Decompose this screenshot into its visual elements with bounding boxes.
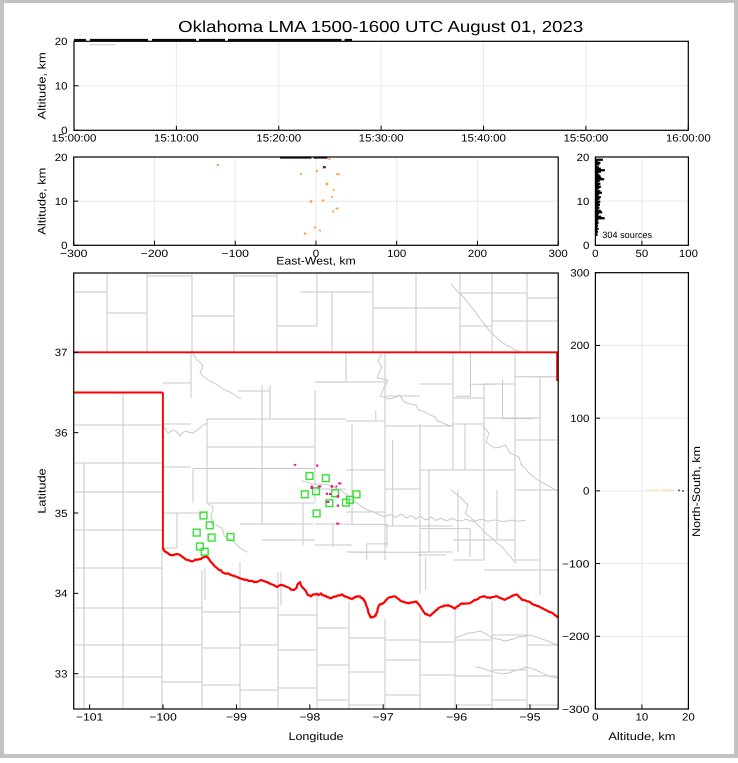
svg-text:20: 20 [577,152,590,164]
svg-text:100: 100 [679,248,698,260]
svg-text:20: 20 [55,152,68,164]
svg-text:0: 0 [592,248,599,260]
svg-text:−97: −97 [373,711,394,723]
svg-text:−300: −300 [60,248,88,260]
svg-text:0: 0 [583,486,590,498]
svg-text:Oklahoma LMA 1500-1600 UTC Aug: Oklahoma LMA 1500-1600 UTC August 01, 20… [178,19,583,36]
svg-text:36: 36 [55,427,68,439]
svg-text:−99: −99 [226,711,247,723]
svg-text:300: 300 [549,248,568,260]
svg-text:North-South, km: North-South, km [691,446,703,537]
svg-text:−95: −95 [519,711,540,723]
svg-text:Longitude: Longitude [289,731,344,743]
svg-text:33: 33 [55,669,68,681]
svg-text:Latitude: Latitude [37,468,49,513]
svg-text:East-West, km: East-West, km [276,256,355,268]
svg-text:0: 0 [592,711,599,723]
svg-text:20: 20 [55,36,68,48]
svg-text:300: 300 [570,268,589,280]
svg-text:0: 0 [313,248,320,260]
svg-text:35: 35 [55,508,68,520]
svg-text:10: 10 [55,81,68,93]
svg-text:50: 50 [636,248,649,260]
svg-text:200: 200 [570,340,589,352]
svg-text:Altitude, km: Altitude, km [608,731,675,743]
svg-text:20: 20 [682,711,695,723]
svg-text:10: 10 [636,711,649,723]
svg-text:15:40:00: 15:40:00 [461,132,506,144]
svg-text:−96: −96 [446,711,467,723]
svg-text:34: 34 [55,588,68,600]
svg-text:37: 37 [55,347,68,359]
svg-text:−200: −200 [141,248,169,260]
svg-text:Altitude, km: Altitude, km [37,168,49,235]
svg-text:304 sources: 304 sources [602,230,652,240]
svg-text:−98: −98 [299,711,320,723]
svg-text:15:10:00: 15:10:00 [154,132,199,144]
svg-text:−200: −200 [562,631,590,643]
svg-text:0: 0 [583,240,590,252]
svg-text:100: 100 [387,248,406,260]
svg-text:15:50:00: 15:50:00 [563,132,608,144]
svg-text:100: 100 [570,413,589,425]
svg-text:15:20:00: 15:20:00 [256,132,301,144]
svg-text:10: 10 [55,196,68,208]
svg-text:10: 10 [577,196,590,208]
svg-text:15:30:00: 15:30:00 [359,132,404,144]
svg-text:0: 0 [61,240,68,252]
svg-text:200: 200 [468,248,487,260]
svg-text:0: 0 [61,125,68,137]
svg-text:−100: −100 [221,248,249,260]
svg-text:16:00:00: 16:00:00 [666,132,711,144]
svg-text:Altitude, km: Altitude, km [37,52,49,119]
svg-text:−101: −101 [76,711,104,723]
svg-text:−100: −100 [149,711,177,723]
svg-text:−300: −300 [562,704,590,716]
svg-text:15:00:00: 15:00:00 [52,132,97,144]
svg-text:−100: −100 [562,558,590,570]
